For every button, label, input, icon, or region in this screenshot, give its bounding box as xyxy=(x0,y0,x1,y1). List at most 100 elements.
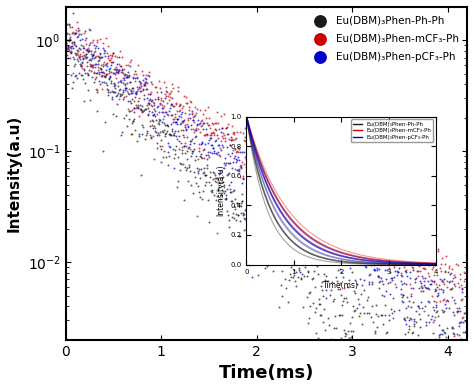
Point xyxy=(88,62,96,68)
Point xyxy=(144,90,152,96)
Point xyxy=(201,155,208,161)
Point xyxy=(175,138,183,144)
Point xyxy=(335,230,342,237)
Point xyxy=(463,322,471,329)
Point xyxy=(64,45,72,51)
Point xyxy=(351,222,358,228)
Point xyxy=(204,197,211,203)
Point xyxy=(419,258,427,265)
Point xyxy=(95,54,102,60)
Point xyxy=(257,188,264,194)
Point xyxy=(171,151,179,157)
Point xyxy=(271,221,278,228)
Point xyxy=(385,317,392,323)
Point xyxy=(386,250,394,256)
Point xyxy=(448,277,456,284)
Point xyxy=(283,252,290,258)
Point xyxy=(408,304,415,310)
Point xyxy=(118,79,125,85)
Point xyxy=(159,129,167,135)
Point xyxy=(319,240,327,246)
Point xyxy=(351,308,358,314)
Point xyxy=(301,260,309,266)
Point xyxy=(125,116,133,122)
Point xyxy=(453,350,460,357)
Point xyxy=(239,212,247,218)
Point xyxy=(189,117,197,123)
Point xyxy=(214,135,222,141)
Point xyxy=(459,319,466,325)
Point xyxy=(128,90,136,96)
Point xyxy=(294,274,301,280)
Point xyxy=(67,72,75,78)
Point xyxy=(100,58,108,65)
Point xyxy=(359,235,366,242)
Point xyxy=(291,261,299,267)
Point xyxy=(255,170,263,176)
Point xyxy=(439,289,447,295)
Point xyxy=(93,70,101,76)
Point xyxy=(413,251,420,257)
Point xyxy=(406,242,413,248)
Point xyxy=(392,350,400,357)
Point xyxy=(168,112,175,118)
Point xyxy=(248,151,256,157)
Point xyxy=(409,298,417,305)
Point xyxy=(274,246,282,252)
Point xyxy=(418,273,426,279)
Point xyxy=(317,312,324,318)
Point xyxy=(97,62,104,68)
Point xyxy=(96,65,103,72)
Point xyxy=(351,307,359,314)
Point xyxy=(245,168,253,174)
Point xyxy=(429,329,437,336)
Point xyxy=(270,173,277,179)
Point xyxy=(113,92,120,98)
Point xyxy=(233,149,240,156)
Point xyxy=(248,144,255,151)
Point xyxy=(128,96,136,102)
Point xyxy=(161,91,168,97)
Point xyxy=(415,350,422,357)
Point xyxy=(332,213,339,219)
Point xyxy=(319,192,327,198)
Point xyxy=(430,278,438,284)
Point xyxy=(425,312,432,318)
Point xyxy=(297,189,304,196)
Point xyxy=(418,288,425,294)
Point xyxy=(260,175,267,181)
Point xyxy=(443,338,450,344)
Point xyxy=(129,118,137,124)
Point xyxy=(348,237,356,243)
Point xyxy=(358,350,365,357)
Point xyxy=(408,240,416,246)
Point xyxy=(153,89,160,95)
Point xyxy=(327,219,335,225)
Point xyxy=(180,93,187,99)
Point xyxy=(73,19,81,25)
Point xyxy=(116,63,124,69)
Point xyxy=(249,153,256,159)
Point xyxy=(304,320,311,326)
Point xyxy=(301,163,309,169)
Point xyxy=(150,125,157,131)
Point xyxy=(131,94,139,100)
Point xyxy=(370,207,377,213)
Point xyxy=(160,79,168,85)
Point xyxy=(318,199,326,205)
Point xyxy=(374,273,382,279)
Point xyxy=(437,331,444,337)
Point xyxy=(344,261,351,267)
Point xyxy=(367,314,375,320)
Point xyxy=(286,249,293,256)
Point xyxy=(69,70,77,77)
Point xyxy=(265,224,273,230)
Point xyxy=(242,207,249,213)
Point xyxy=(188,107,195,114)
Point xyxy=(385,236,393,242)
Point xyxy=(76,46,83,53)
Point xyxy=(261,181,268,187)
Point xyxy=(213,151,220,158)
Point xyxy=(219,144,227,150)
Point xyxy=(210,130,218,136)
